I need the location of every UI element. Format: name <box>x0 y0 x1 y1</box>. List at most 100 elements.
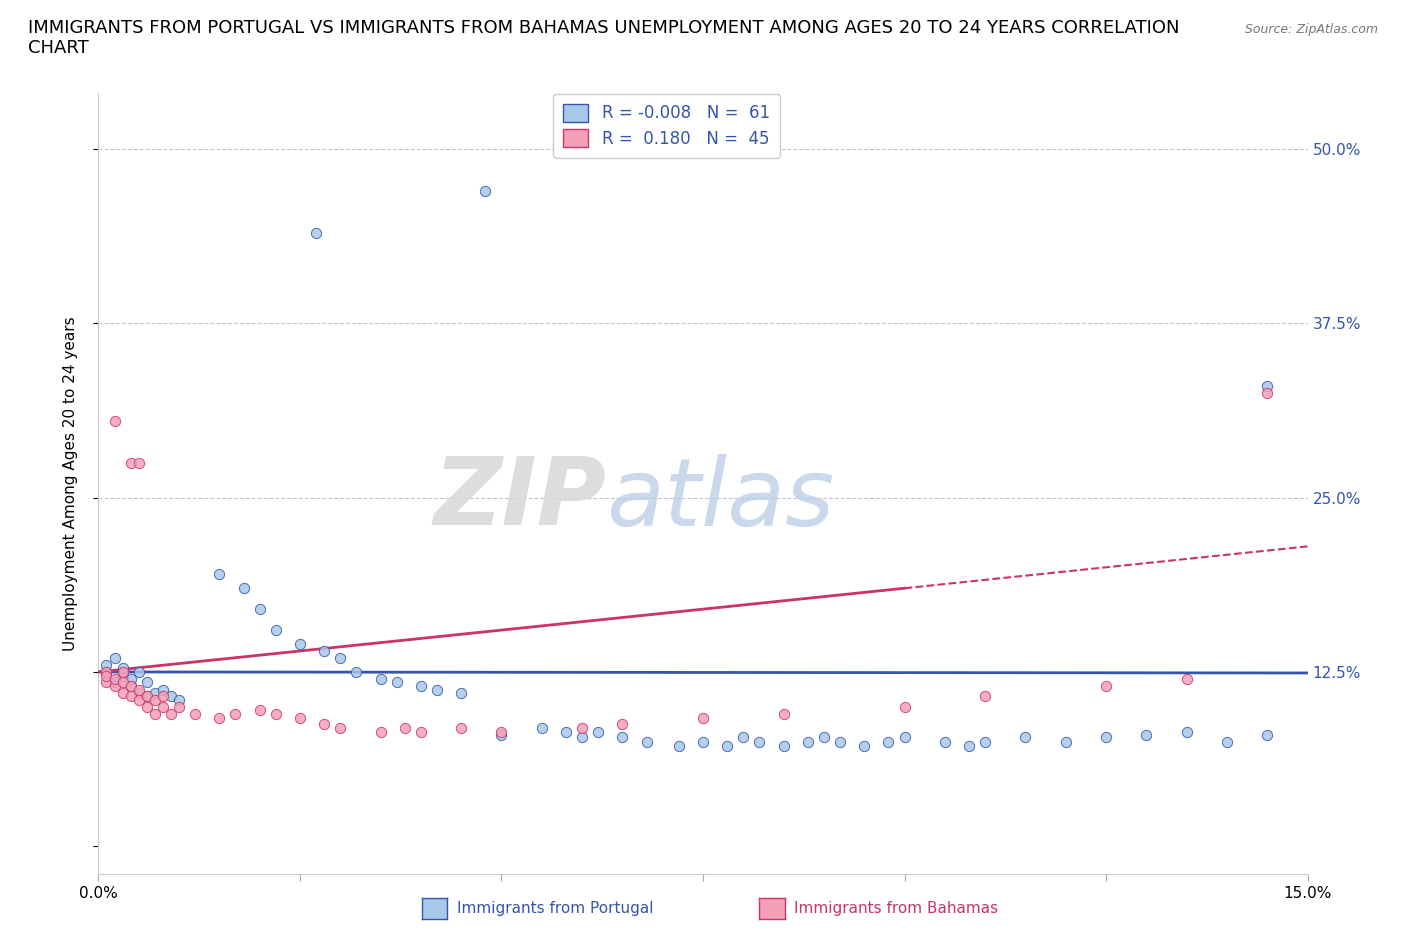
Point <box>143 692 166 708</box>
Point <box>143 685 166 700</box>
Point <box>103 679 125 694</box>
Point <box>314 716 336 731</box>
Point <box>571 730 593 745</box>
Text: Immigrants from Portugal: Immigrants from Portugal <box>457 901 654 916</box>
Point <box>264 707 287 722</box>
Point <box>491 727 513 742</box>
Point <box>1054 735 1077 750</box>
Point <box>288 637 311 652</box>
Point <box>748 735 770 750</box>
Point <box>1095 730 1118 745</box>
Point <box>530 721 553 736</box>
Point <box>111 685 134 700</box>
Point <box>111 669 134 684</box>
Point <box>152 688 174 703</box>
Point <box>111 674 134 689</box>
Point <box>249 702 271 717</box>
Legend: R = -0.008   N =  61, R =  0.180   N =  45: R = -0.008 N = 61, R = 0.180 N = 45 <box>554 94 780 157</box>
Point <box>128 692 150 708</box>
Point <box>370 671 392 686</box>
Point <box>314 644 336 658</box>
Point <box>103 671 125 686</box>
Point <box>305 225 328 240</box>
Point <box>120 679 142 694</box>
Point <box>1135 727 1157 742</box>
Point <box>409 724 432 739</box>
Text: Source: ZipAtlas.com: Source: ZipAtlas.com <box>1244 23 1378 36</box>
Point <box>586 724 609 739</box>
Point <box>184 707 207 722</box>
Point <box>974 735 997 750</box>
Point <box>1014 730 1036 745</box>
Point <box>96 665 118 680</box>
Point <box>555 724 578 739</box>
Point <box>612 730 634 745</box>
Point <box>797 735 820 750</box>
Point <box>409 679 432 694</box>
Point <box>893 699 915 714</box>
Point <box>329 651 352 666</box>
Point <box>934 735 956 750</box>
Point <box>135 688 157 703</box>
Point <box>249 602 271 617</box>
Point <box>692 711 714 725</box>
Point <box>103 674 125 689</box>
Point <box>692 735 714 750</box>
Point <box>893 730 915 745</box>
Point <box>426 683 449 698</box>
Point <box>120 456 142 471</box>
Point <box>733 730 755 745</box>
Point <box>96 658 118 672</box>
Point <box>828 735 851 750</box>
Point <box>96 674 118 689</box>
Point <box>208 711 231 725</box>
Point <box>877 735 900 750</box>
Point <box>128 685 150 700</box>
Point <box>167 699 190 714</box>
Point <box>128 456 150 471</box>
Point <box>450 685 472 700</box>
Point <box>96 669 118 684</box>
Point <box>474 183 496 198</box>
Point <box>1256 379 1278 393</box>
Text: ZIP: ZIP <box>433 453 606 545</box>
Point <box>571 721 593 736</box>
Point <box>128 683 150 698</box>
Point <box>612 716 634 731</box>
Point <box>636 735 658 750</box>
Y-axis label: Unemployment Among Ages 20 to 24 years: Unemployment Among Ages 20 to 24 years <box>63 316 77 651</box>
Point <box>813 730 835 745</box>
Point <box>772 707 794 722</box>
Point <box>385 674 408 689</box>
Point <box>135 674 157 689</box>
Point <box>96 665 118 680</box>
Point <box>103 651 125 666</box>
Point <box>394 721 416 736</box>
Point <box>1175 671 1198 686</box>
Point <box>120 671 142 686</box>
Point <box>120 679 142 694</box>
Point <box>329 721 352 736</box>
Point <box>232 580 254 596</box>
Point <box>1256 386 1278 401</box>
Point <box>1175 724 1198 739</box>
Point <box>288 711 311 725</box>
Point <box>111 660 134 675</box>
Point <box>344 665 367 680</box>
Point <box>152 683 174 698</box>
Point <box>491 724 513 739</box>
Point <box>160 707 183 722</box>
Point <box>716 738 738 753</box>
Point <box>128 665 150 680</box>
Text: IMMIGRANTS FROM PORTUGAL VS IMMIGRANTS FROM BAHAMAS UNEMPLOYMENT AMONG AGES 20 T: IMMIGRANTS FROM PORTUGAL VS IMMIGRANTS F… <box>28 19 1180 58</box>
Point <box>853 738 876 753</box>
Point <box>1216 735 1239 750</box>
Point <box>111 665 134 680</box>
Point <box>974 688 997 703</box>
Point <box>135 699 157 714</box>
Point <box>957 738 980 753</box>
Point <box>135 688 157 703</box>
Point <box>450 721 472 736</box>
Point <box>152 699 174 714</box>
Point <box>120 688 142 703</box>
